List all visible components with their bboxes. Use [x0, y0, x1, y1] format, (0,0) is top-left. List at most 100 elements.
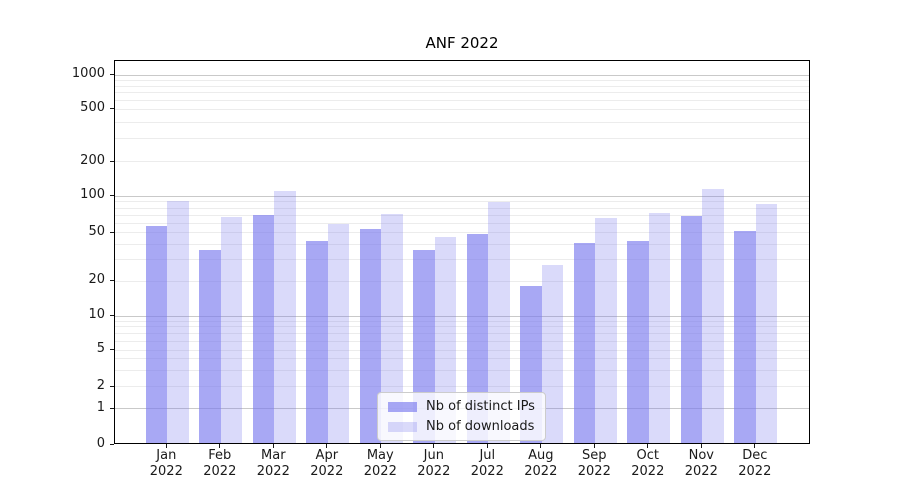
x-tick-mark-nov	[700, 444, 702, 448]
y-gridline-minor-2	[115, 386, 809, 388]
x-tick-month: Nov	[688, 448, 714, 463]
x-tick-label-aug: Aug 2022	[511, 448, 571, 480]
legend: Nb of distinct IPs Nb of downloads	[377, 392, 546, 441]
y-gridline-minor-4	[115, 358, 809, 360]
y-tick-label-20: 20	[88, 272, 105, 287]
x-tick-label-feb: Feb 2022	[190, 448, 250, 480]
bar-downloads-feb	[220, 216, 243, 443]
x-tick-label-sep: Sep 2022	[564, 448, 624, 480]
bar-ips-dec	[734, 230, 756, 443]
y-tick-label-2: 2	[96, 377, 105, 393]
x-tick-year: 2022	[524, 464, 558, 479]
y-tick-label-5: 5	[96, 341, 105, 356]
y-tick-mark-500	[110, 108, 114, 110]
y-tick-label-10: 10	[88, 307, 105, 322]
chart-title: ANF 2022	[425, 34, 499, 52]
y-gridline-minor-300	[115, 137, 809, 139]
x-tick-label-oct: Oct 2022	[618, 448, 678, 480]
y-gridline-minor-30	[115, 259, 809, 261]
x-tick-year: 2022	[363, 464, 397, 479]
x-tick-year: 2022	[149, 464, 183, 479]
x-tick-year: 2022	[256, 464, 290, 479]
y-tick-mark-2	[110, 385, 114, 387]
plot-area: Nb of distinct IPs Nb of downloads	[114, 60, 810, 444]
bar-downloads-dec	[755, 204, 778, 443]
y-gridline-minor-9	[115, 320, 809, 322]
y-tick-label-1: 1	[96, 399, 105, 415]
x-tick-label-jun: Jun 2022	[404, 448, 464, 480]
x-tick-month: Apr	[315, 448, 339, 463]
y-gridline-minor-90	[115, 201, 809, 203]
x-tick-month: Dec	[742, 448, 768, 463]
x-tick-label-nov: Nov 2022	[671, 448, 731, 480]
x-tick-year: 2022	[417, 464, 451, 479]
y-gridline-1000	[115, 74, 809, 76]
bar-downloads-nov	[702, 188, 724, 443]
y-gridline-minor-500	[115, 108, 809, 110]
x-tick-month: Jun	[423, 448, 444, 463]
x-tick-month: Feb	[208, 448, 232, 463]
bar-ips-jul	[466, 233, 489, 443]
x-tick-year: 2022	[577, 464, 611, 479]
legend-label-downloads: Nb of downloads	[426, 419, 535, 434]
y-gridline-minor-80	[115, 207, 809, 209]
bars-layer	[115, 61, 809, 443]
y-gridline-minor-5	[115, 349, 809, 351]
x-tick-label-jan: Jan 2022	[136, 448, 196, 480]
bar-downloads-jul	[488, 202, 510, 443]
bar-ips-apr	[306, 240, 328, 443]
y-tick-mark-1000	[110, 74, 114, 76]
x-tick-mark-oct	[647, 444, 649, 448]
legend-row-downloads: Nb of downloads	[388, 419, 535, 434]
y-tick-mark-20	[110, 280, 114, 281]
legend-row-ips: Nb of distinct IPs	[388, 399, 535, 414]
x-tick-mark-jan	[165, 444, 167, 448]
y-gridline-minor-3	[115, 369, 809, 371]
bar-downloads-mar	[274, 190, 296, 443]
bar-downloads-sep	[595, 218, 617, 443]
y-gridline-minor-7	[115, 332, 809, 334]
x-tick-label-mar: Mar 2022	[243, 448, 303, 480]
y-gridline-100	[115, 195, 809, 197]
legend-label-ips: Nb of distinct IPs	[426, 399, 535, 414]
bar-ips-sep	[573, 243, 596, 443]
bar-ips-may	[359, 228, 382, 443]
x-tick-mark-sep	[593, 444, 595, 448]
x-tick-year: 2022	[631, 464, 665, 479]
y-gridline-minor-50	[115, 232, 809, 234]
x-tick-mark-dec	[754, 444, 756, 448]
y-tick-label-500: 500	[80, 100, 105, 116]
y-gridline-minor-400	[115, 121, 809, 123]
y-tick-mark-200	[110, 160, 114, 162]
y-gridline-minor-900	[115, 79, 809, 81]
y-gridline-minor-8	[115, 326, 809, 328]
y-gridline-10	[115, 315, 809, 317]
y-tick-label-50: 50	[88, 223, 105, 239]
x-tick-label-may: May 2022	[350, 448, 410, 480]
y-tick-mark-0	[110, 444, 114, 445]
y-gridline-minor-6	[115, 340, 809, 342]
x-tick-mark-jun	[433, 444, 435, 448]
x-tick-year: 2022	[684, 464, 718, 479]
y-tick-mark-10	[110, 315, 114, 316]
x-tick-month: Jan	[156, 448, 177, 463]
x-tick-month: Jul	[479, 448, 496, 463]
bar-ips-mar	[252, 215, 275, 443]
y-gridline-minor-700	[115, 92, 809, 94]
y-tick-mark-50	[110, 231, 114, 233]
x-tick-label-jul: Jul 2022	[457, 448, 517, 480]
x-tick-month: Oct	[636, 448, 660, 463]
bar-ips-jan	[145, 225, 168, 443]
y-tick-label-0: 0	[96, 436, 105, 451]
grid-layer	[115, 61, 809, 443]
y-gridline-minor-20	[115, 280, 809, 282]
bar-downloads-oct	[648, 212, 671, 443]
y-tick-label-1000: 1000	[71, 66, 105, 82]
y-tick-mark-100	[110, 195, 114, 197]
x-tick-year: 2022	[203, 464, 237, 479]
y-gridline-minor-600	[115, 99, 809, 101]
y-tick-mark-1	[110, 407, 114, 409]
x-tick-mark-jul	[486, 444, 488, 448]
x-tick-month: Sep	[582, 448, 607, 463]
